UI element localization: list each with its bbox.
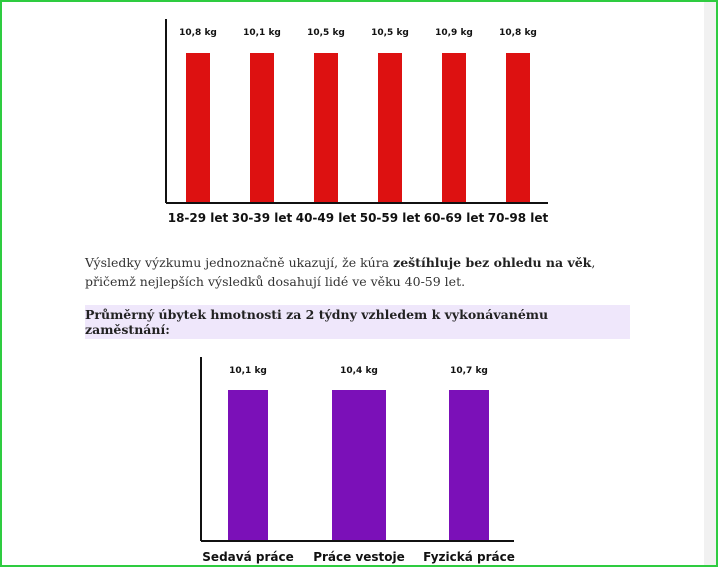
age-category-label: 40-49 let bbox=[296, 211, 357, 225]
occupation-bar-value-label: 10,7 kg bbox=[450, 366, 488, 376]
occupation-bar bbox=[332, 390, 386, 540]
age-bar-value-label: 10,8 kg bbox=[499, 28, 537, 38]
age-bar bbox=[250, 53, 274, 202]
age-bar-value-label: 10,8 kg bbox=[179, 28, 217, 38]
age-bar bbox=[506, 53, 530, 202]
paragraph-text-2: , přičemž nejlepších výsledků dosahují l… bbox=[85, 255, 596, 289]
occupation-bar bbox=[228, 390, 268, 540]
occupation-category-label: Sedavá práce bbox=[202, 550, 293, 564]
occupation-category-label: Práce vestoje bbox=[313, 550, 405, 564]
paragraph-text-1: Výsledky výzkumu jednoznačně ukazují, že… bbox=[85, 255, 394, 270]
occupation-banner: Průměrný úbytek hmotnosti za 2 týdny vzh… bbox=[85, 305, 630, 339]
age-category-label: 60-69 let bbox=[424, 211, 485, 225]
age-category-label: 30-39 let bbox=[232, 211, 293, 225]
paragraph-bold-text: zeštíhluje bez ohledu na věk bbox=[393, 255, 592, 270]
age-category-label: 70-98 let bbox=[488, 211, 549, 225]
age-category-label: 50-59 let bbox=[360, 211, 421, 225]
age-bar bbox=[378, 53, 402, 202]
results-paragraph: Výsledky výzkumu jednoznačně ukazují, že… bbox=[85, 253, 630, 291]
age-bar-value-label: 10,9 kg bbox=[435, 28, 473, 38]
age-bar-value-label: 10,5 kg bbox=[371, 28, 409, 38]
occupation-bar-value-label: 10,4 kg bbox=[340, 366, 378, 376]
scrollbar[interactable] bbox=[704, 2, 716, 565]
age-bar-value-label: 10,1 kg bbox=[243, 28, 281, 38]
age-bar bbox=[186, 53, 210, 202]
age-bar bbox=[442, 53, 466, 202]
age-bar bbox=[314, 53, 338, 202]
age-bar-value-label: 10,5 kg bbox=[307, 28, 345, 38]
occupation-bar bbox=[449, 390, 489, 540]
occupation-category-label: Fyzická práce bbox=[423, 550, 515, 564]
age-category-label: 18-29 let bbox=[168, 211, 229, 225]
occupation-bar-value-label: 10,1 kg bbox=[229, 366, 267, 376]
banner-title: Průměrný úbytek hmotnosti za 2 týdny vzh… bbox=[85, 307, 549, 337]
